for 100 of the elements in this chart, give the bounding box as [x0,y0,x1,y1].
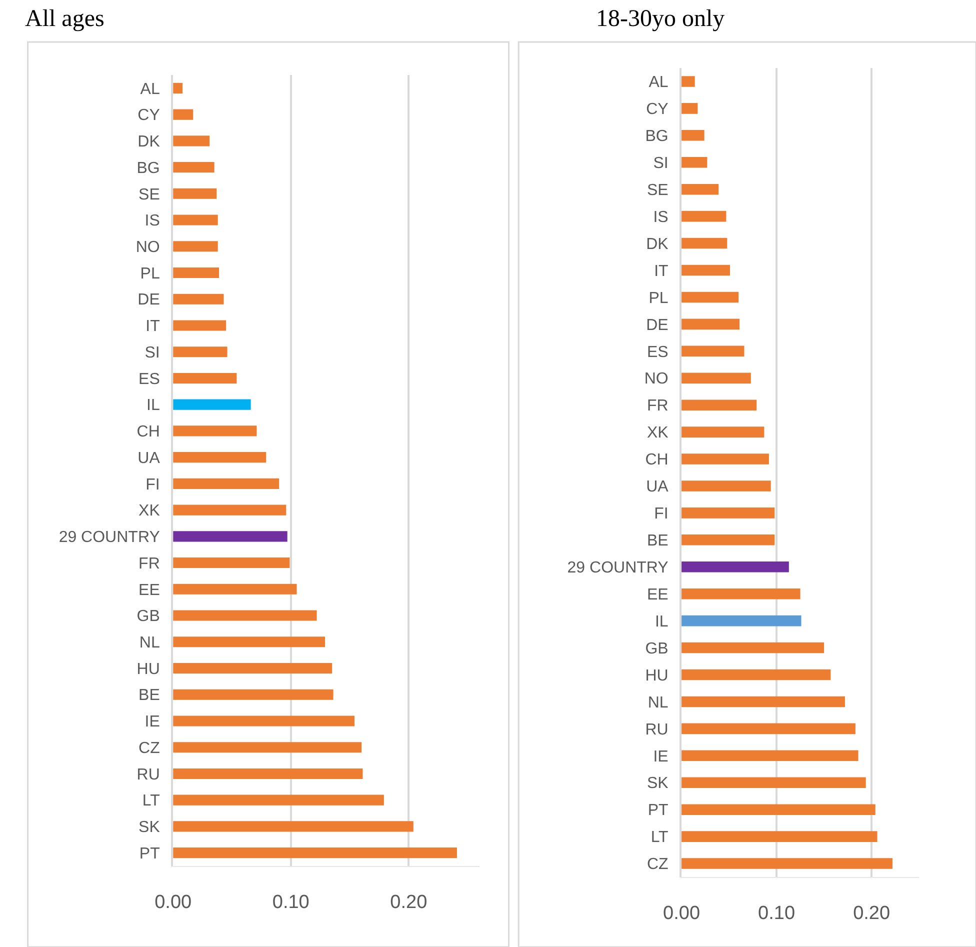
y-tick-label: CY [138,107,160,124]
bar [173,742,362,753]
y-tick-label: 29 COUNTRY [567,559,669,576]
y-tick-label: FR [138,555,160,572]
y-tick-label: BG [136,160,160,177]
bar [173,478,280,489]
y-tick-label: FR [647,398,668,415]
y-tick-label: IE [653,748,668,766]
bar [682,723,856,734]
y-tick-label: FI [654,506,668,523]
x-tick-label: 0.20 [390,892,428,913]
y-tick-label: SI [144,344,160,362]
y-tick-label: RU [645,721,668,738]
y-tick-label: DE [646,316,668,334]
y-tick-label: SK [646,775,669,792]
bar [173,584,297,594]
y-tick-label: IL [654,613,668,630]
y-tick-label: IT [146,318,160,336]
bar [173,214,218,226]
bar [173,794,384,806]
y-tick-label: ES [646,344,668,361]
bar [682,210,726,222]
bar [682,454,769,464]
bar [173,848,457,858]
y-tick-label: BE [646,532,668,550]
y-tick-label: GB [645,640,668,658]
bar [173,716,354,726]
bar [173,768,363,779]
bar [682,480,771,492]
y-tick-label: 29 COUNTRY [58,529,160,546]
bar [173,821,414,832]
y-tick-label: CZ [138,740,160,757]
bar [682,318,740,330]
y-tick-label: PL [140,265,160,282]
chart-title: All ages [25,6,104,32]
bar [682,696,845,708]
y-tick-label: SI [653,154,668,172]
y-tick-label: FI [146,476,160,494]
bar [682,346,744,357]
bar [682,426,764,438]
y-tick-label: DK [646,236,669,253]
y-tick-label: IS [653,208,668,226]
y-tick-label: SK [138,819,160,836]
bar [173,426,257,436]
y-tick-label: DK [138,134,160,151]
y-tick-label: NO [644,370,668,388]
bar [173,636,326,648]
bar [682,831,878,842]
chart-title: 18-30yo only [596,6,725,32]
y-tick-label: CY [646,101,669,118]
y-tick-label: SE [646,182,668,199]
y-tick-label: PT [139,845,160,862]
y-tick-label: BG [645,128,668,146]
y-tick-label: CH [645,452,668,469]
bar [173,558,290,568]
y-tick-label: XK [138,502,160,520]
y-tick-label: BE [138,687,160,704]
y-tick-label: IS [144,212,160,230]
bar [173,267,220,278]
bar [173,452,266,463]
y-tick-label: AL [648,74,668,92]
bar [173,372,237,384]
bar [682,588,800,600]
bar [173,82,183,94]
bar [682,184,719,195]
y-tick-label: PL [648,290,668,307]
y-tick-label: HU [645,667,668,684]
bar [682,777,866,788]
y-tick-label: LT [650,829,669,846]
y-tick-label: IE [144,714,160,731]
bar [682,372,751,384]
y-tick-label: AL [140,80,160,98]
bar [173,294,224,304]
y-tick-label: PT [648,802,669,820]
y-tick-label: ES [138,370,160,388]
y-tick-label: SE [138,186,160,204]
bar [682,76,695,87]
y-tick-label: IT [654,262,669,280]
x-tick-label: 0.10 [758,902,796,924]
bar [173,109,194,120]
bar [682,804,876,815]
y-tick-label: UA [646,478,669,496]
bar [173,610,317,621]
x-tick-label: 0.10 [272,892,310,913]
y-tick-label: CZ [647,856,669,874]
bar [682,508,775,518]
bar [682,400,757,410]
bar [682,561,789,572]
y-tick-label: XK [646,424,669,442]
y-tick-label: IL [146,397,160,414]
bar [173,531,288,542]
x-tick-label: 0.00 [663,902,700,924]
bar [682,669,831,680]
x-tick-label: 0.00 [154,892,192,913]
bar [682,642,824,654]
y-tick-label: UA [138,450,160,467]
bar [173,504,286,516]
x-tick-label: 0.20 [853,902,890,924]
y-tick-label: EE [138,582,160,599]
bar [173,241,218,252]
